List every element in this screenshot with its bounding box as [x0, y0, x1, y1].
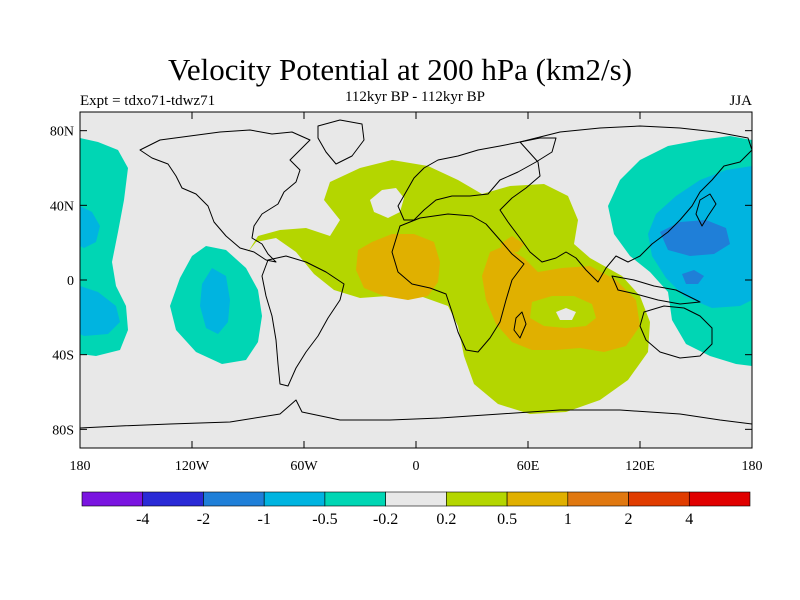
contour-pacific-neg-02-small: [710, 330, 728, 350]
contour-west-pacific-neg-05-south: [80, 286, 120, 336]
colorbar-label: 0.5: [497, 511, 517, 528]
coast-japan: [695, 193, 717, 227]
colorbar-swatch: [203, 491, 265, 507]
lon-tick-label: 60W: [290, 459, 318, 474]
colorbar-label: -4: [136, 511, 149, 528]
colorbar-swatch: [385, 491, 447, 507]
latitude-axis: 80N 40N 0 40S 80S: [50, 125, 752, 438]
coast-greenland: [317, 119, 365, 165]
contour-fields: [80, 136, 752, 414]
lon-tick-label: 60E: [517, 459, 540, 474]
colorbar-label: -0.2: [373, 511, 398, 528]
colorbar-swatch: [506, 491, 569, 507]
contour-atlantic-hole: [370, 188, 404, 218]
lat-tick-label: 40N: [50, 199, 74, 214]
colorbar-label: -0.5: [312, 511, 337, 528]
lat-tick-label: 40S: [52, 349, 74, 364]
colorbar-label: -1: [258, 511, 271, 528]
colorbar-swatch: [446, 491, 508, 507]
lon-tick-label: 180: [742, 459, 763, 474]
colorbar: -4 -2 -1 -0.5 -0.2 0.2 0.5 1 2 4: [81, 491, 751, 528]
lat-tick-label: 80N: [50, 125, 74, 140]
colorbar-swatch: [81, 491, 144, 507]
coast-antarctica: [80, 399, 752, 429]
contour-asia-pacific-neg-1: [660, 220, 730, 256]
lon-tick-label: 180: [70, 459, 91, 474]
colorbar-label: 4: [685, 511, 693, 528]
colorbar-label: 2: [625, 511, 633, 528]
colorbar-label: -2: [197, 511, 210, 528]
lon-tick-label: 120W: [175, 459, 210, 474]
contour-east-pacific-neg-05: [200, 268, 230, 334]
colorbar-swatch: [688, 491, 751, 507]
colorbar-label: 0.2: [436, 511, 456, 528]
longitude-axis: 180 120W 60W 0 60E 120E 180: [70, 112, 763, 474]
contour-west-pacific-neg-05-north: [80, 206, 100, 248]
colorbar-swatch: [567, 491, 629, 507]
map-subtitle: 112kyr BP - 112kyr BP: [344, 89, 485, 105]
coast-australia: [639, 305, 713, 359]
lat-tick-label: 80S: [52, 423, 74, 438]
experiment-label: Expt = tdxo71-tdwz71: [80, 93, 216, 109]
lat-tick-label: 0: [67, 274, 74, 289]
season-label: JJA: [729, 93, 752, 109]
contour-arabia-pos-05: [500, 236, 524, 252]
colorbar-label: 1: [564, 511, 572, 528]
coast-asia: [499, 125, 752, 283]
coast-south-america: [261, 255, 345, 387]
contour-africa-indian-pos-02: [248, 160, 650, 414]
colorbar-swatch: [263, 491, 326, 507]
colorbar-swatch: [628, 491, 690, 507]
colorbar-swatch: [142, 491, 204, 507]
contour-west-africa-pos-05: [356, 234, 440, 300]
coast-europe: [397, 137, 557, 221]
coast-africa: [391, 213, 525, 353]
contour-pacific-neg-1-small: [682, 270, 704, 284]
lon-tick-label: 0: [413, 459, 420, 474]
map-title: Velocity Potential at 200 hPa (km2/s): [167, 52, 633, 87]
lon-tick-label: 120E: [625, 459, 655, 474]
coast-madagascar: [513, 311, 527, 339]
coastlines: [80, 119, 752, 429]
contour-indian-ocean-hole: [556, 308, 576, 320]
colorbar-swatch: [324, 491, 386, 507]
coast-north-america: [139, 129, 311, 263]
coast-maritime-continent: [611, 275, 701, 305]
